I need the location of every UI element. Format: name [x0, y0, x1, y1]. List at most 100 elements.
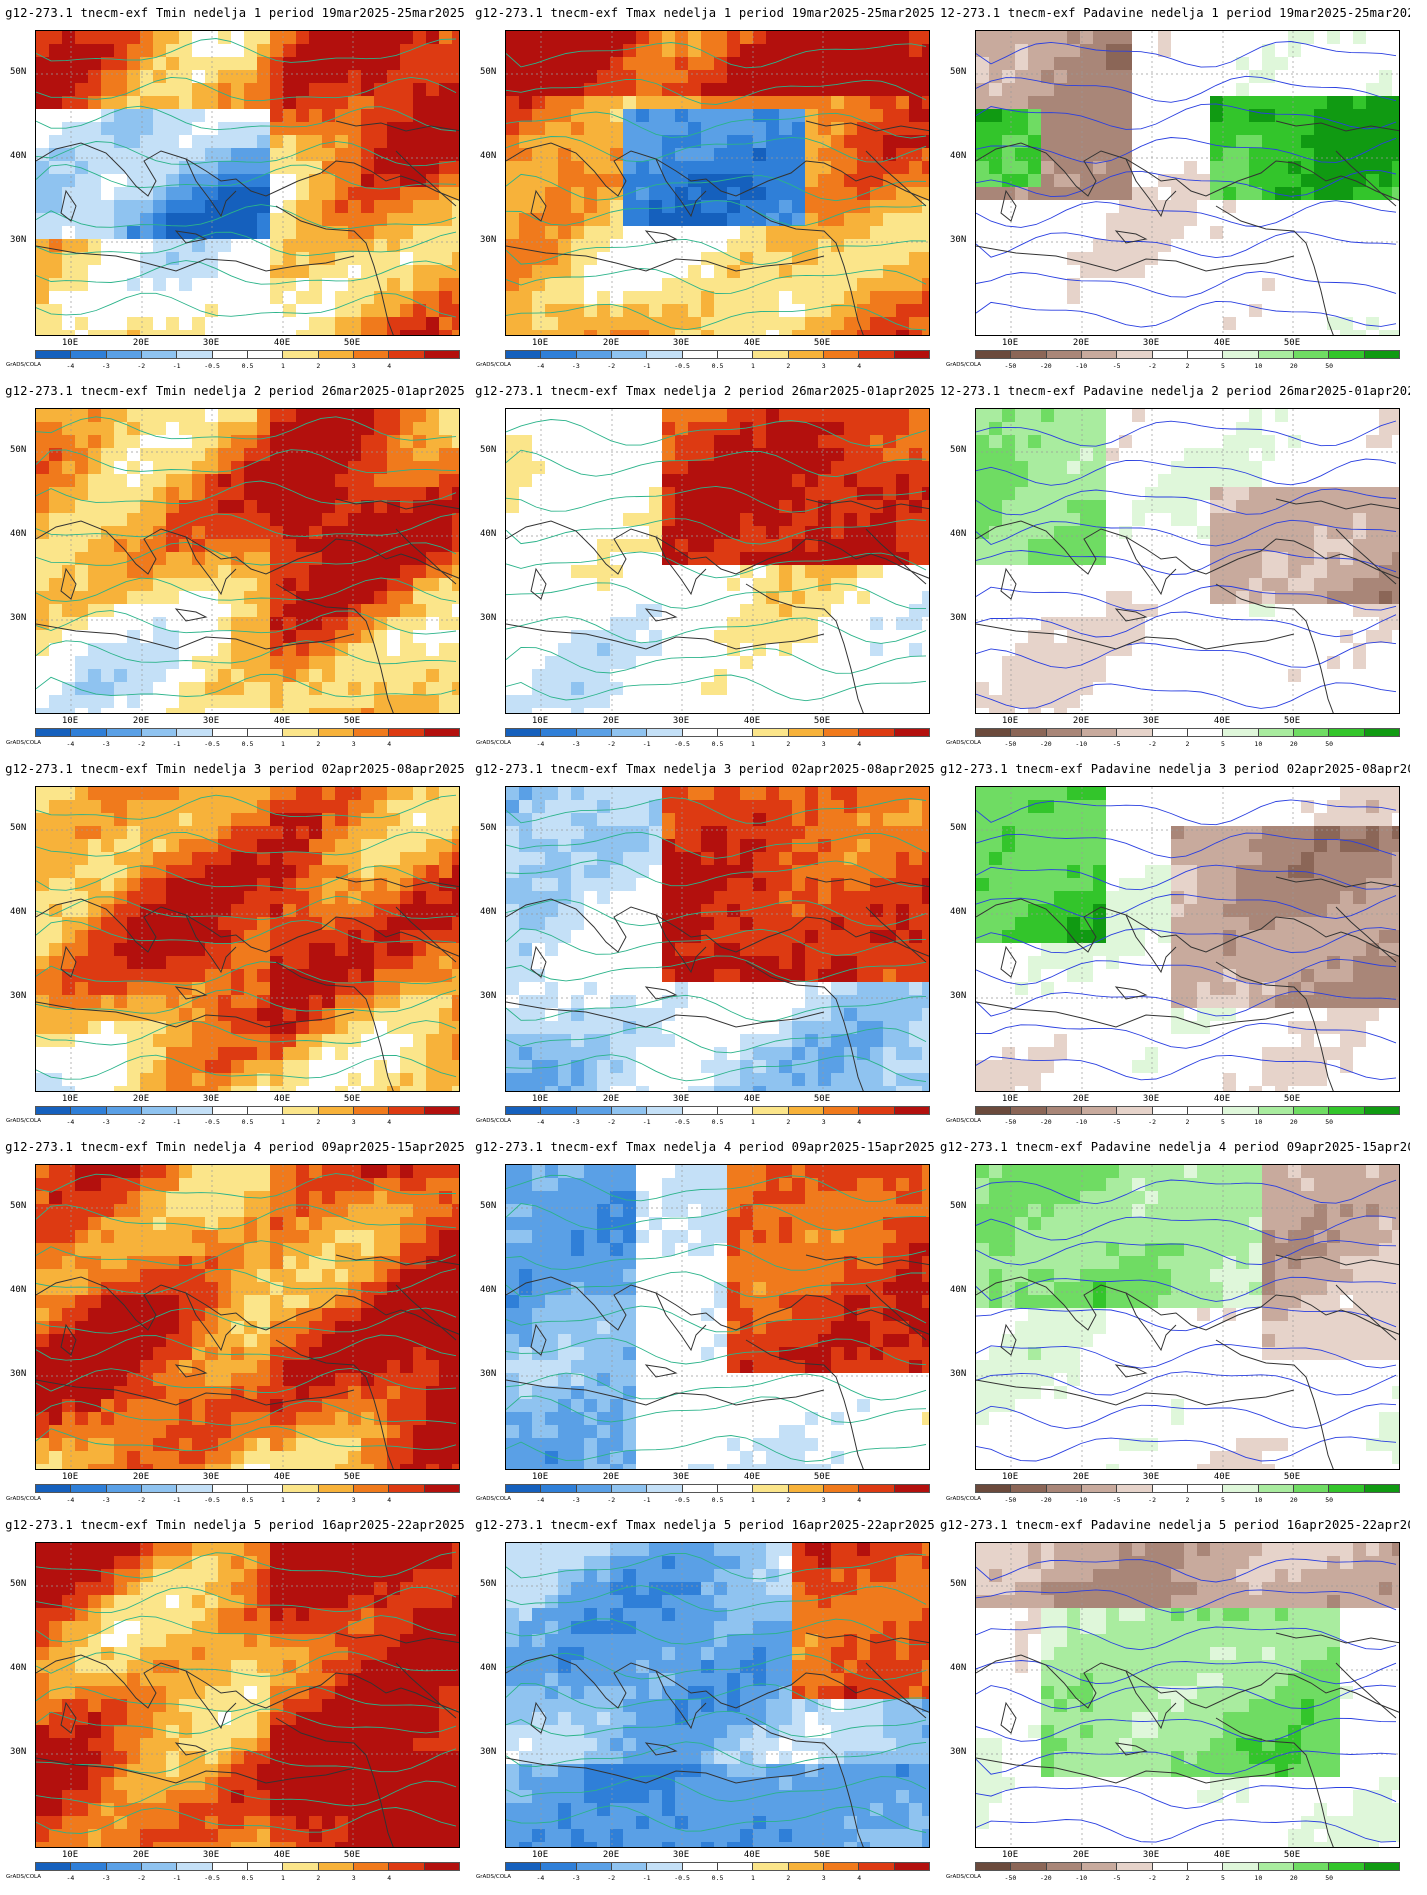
colorbar-swatch	[389, 1485, 425, 1492]
anomaly-field	[36, 31, 459, 335]
anomaly-field	[976, 409, 1399, 713]
longitude-label: 10E	[1001, 338, 1019, 348]
colorbar-swatch	[283, 351, 319, 358]
colorbar	[35, 1862, 460, 1871]
colorbar-tick-label: 5	[1220, 1874, 1225, 1882]
colorbar-swatch	[1011, 351, 1047, 358]
colorbar-swatch	[1046, 351, 1082, 358]
colorbar	[505, 728, 930, 737]
colorbar-tick-label: 4	[387, 1118, 392, 1126]
colorbar-swatch	[247, 1107, 284, 1114]
colorbar-tick-label: 0.5	[711, 1496, 724, 1504]
longitude-label: 40E	[743, 1850, 761, 1860]
colorbar-swatch	[541, 1863, 577, 1870]
anomaly-map	[35, 30, 460, 336]
colorbar-swatch	[753, 1107, 789, 1114]
colorbar-swatch	[823, 1107, 860, 1114]
latitude-label: 40N	[480, 151, 497, 161]
colorbar-tick-label: 0.5	[241, 740, 254, 748]
colorbar-swatch	[212, 1863, 248, 1870]
longitude-label: 50E	[813, 338, 831, 348]
colorbar-tick-label: 5	[1220, 1118, 1225, 1126]
colorbar-tick-label: -4	[536, 362, 545, 370]
colorbar-swatch	[717, 729, 754, 736]
colorbar-swatch	[976, 729, 1012, 736]
latitude-label: 50N	[480, 445, 497, 455]
anomaly-map	[505, 786, 930, 1092]
colorbar-swatch	[682, 729, 718, 736]
colorbar-tick-label: -3	[571, 1496, 580, 1504]
colorbar-swatch	[1364, 1485, 1399, 1492]
colorbar-swatch	[177, 729, 213, 736]
colorbar-tick-label: -20	[1039, 1496, 1052, 1504]
colorbar-tick-label: -4	[536, 1496, 545, 1504]
panel-title: g12-273.1 tnecm-exf Padavine nedelja 4 p…	[940, 1140, 1410, 1154]
longitude-label: 40E	[273, 338, 291, 348]
colorbar	[975, 728, 1400, 737]
latitude-label: 50N	[950, 823, 967, 833]
anomaly-map	[975, 1164, 1400, 1470]
colorbar-swatch	[1046, 729, 1082, 736]
map-panel-tmin-week-2: g12-273.1 tnecm-exf Tmin nedelja 2 perio…	[0, 378, 470, 756]
colorbar-swatch	[1187, 1485, 1224, 1492]
latitude-label: 40N	[950, 1285, 967, 1295]
latitude-label: 40N	[950, 151, 967, 161]
colorbar-tick-label: -3	[571, 1874, 580, 1882]
colorbar-swatch	[753, 729, 789, 736]
latitude-label: 40N	[10, 1663, 27, 1673]
latitude-label: 30N	[950, 613, 967, 623]
colorbar-swatch	[177, 1107, 213, 1114]
grads-credit: GrADS/COLA	[6, 1874, 41, 1880]
map-panel-tmax-week-2: g12-273.1 tnecm-exf Tmax nedelja 2 perio…	[470, 378, 940, 756]
longitude-label: 10E	[531, 1472, 549, 1482]
colorbar-swatch	[247, 351, 284, 358]
colorbar-swatch	[1329, 1107, 1365, 1114]
colorbar-tick-label: 50	[1325, 1874, 1334, 1882]
anomaly-map	[975, 1542, 1400, 1848]
colorbar-swatch	[353, 1107, 390, 1114]
colorbar-swatch	[1081, 1107, 1118, 1114]
colorbar-swatch	[1223, 1107, 1259, 1114]
colorbar-swatch	[1329, 351, 1365, 358]
latitude-label: 50N	[950, 445, 967, 455]
colorbar-tick-label: -1	[172, 740, 181, 748]
colorbar-tick-label: -50	[1004, 362, 1017, 370]
panel-title: g12-273.1 tnecm-exf Tmin nedelja 4 perio…	[5, 1140, 465, 1154]
longitude-label: 40E	[273, 1850, 291, 1860]
colorbar-swatch	[976, 351, 1012, 358]
colorbar-tick-label: -2	[1148, 1118, 1156, 1126]
colorbar	[505, 1484, 930, 1493]
colorbar-swatch	[1011, 729, 1047, 736]
colorbar-swatch	[717, 1485, 754, 1492]
colorbar-swatch	[753, 1485, 789, 1492]
colorbar-swatch	[71, 1485, 107, 1492]
colorbar-tick-label: -1	[642, 740, 651, 748]
colorbar-tick-label: 50	[1325, 1118, 1334, 1126]
map-panel-tmax-week-4: g12-273.1 tnecm-exf Tmax nedelja 4 perio…	[470, 1134, 940, 1512]
panel-title: g12-273.1 tnecm-exf Tmin nedelja 3 perio…	[5, 762, 465, 776]
colorbar-swatch	[576, 1485, 612, 1492]
longitude-label: 40E	[1213, 716, 1231, 726]
latitude-label: 30N	[480, 991, 497, 1001]
colorbar-tick-label: 2	[786, 740, 791, 748]
colorbar	[35, 728, 460, 737]
longitude-label: 20E	[1072, 338, 1090, 348]
colorbar-swatch	[1258, 351, 1294, 358]
colorbar-swatch	[318, 1485, 354, 1492]
colorbar	[975, 1484, 1400, 1493]
colorbar-swatch	[106, 1485, 142, 1492]
grads-credit: GrADS/COLA	[946, 362, 981, 368]
colorbar-swatch	[1081, 1485, 1118, 1492]
longitude-label: 20E	[602, 338, 620, 348]
latitude-label: 30N	[10, 991, 27, 1001]
colorbar-swatch	[141, 1863, 178, 1870]
colorbar-swatch	[389, 729, 425, 736]
colorbar-tick-label: 20	[1289, 1118, 1298, 1126]
longitude-label: 10E	[61, 338, 79, 348]
panel-title: g12-273.1 tnecm-exf Tmin nedelja 2 perio…	[5, 384, 465, 398]
colorbar-tick-label: -10	[1075, 1874, 1088, 1882]
colorbar-swatch	[1187, 1107, 1224, 1114]
colorbar-tick-label: -1	[172, 1874, 181, 1882]
anomaly-field	[976, 787, 1399, 1091]
colorbar-tick-label: 1	[280, 740, 285, 748]
